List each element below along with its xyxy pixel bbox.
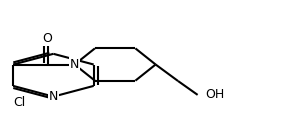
Text: OH: OH <box>205 88 224 101</box>
Text: Cl: Cl <box>13 96 25 109</box>
Text: N: N <box>70 58 79 71</box>
Text: O: O <box>43 32 52 46</box>
Text: N: N <box>49 90 58 103</box>
